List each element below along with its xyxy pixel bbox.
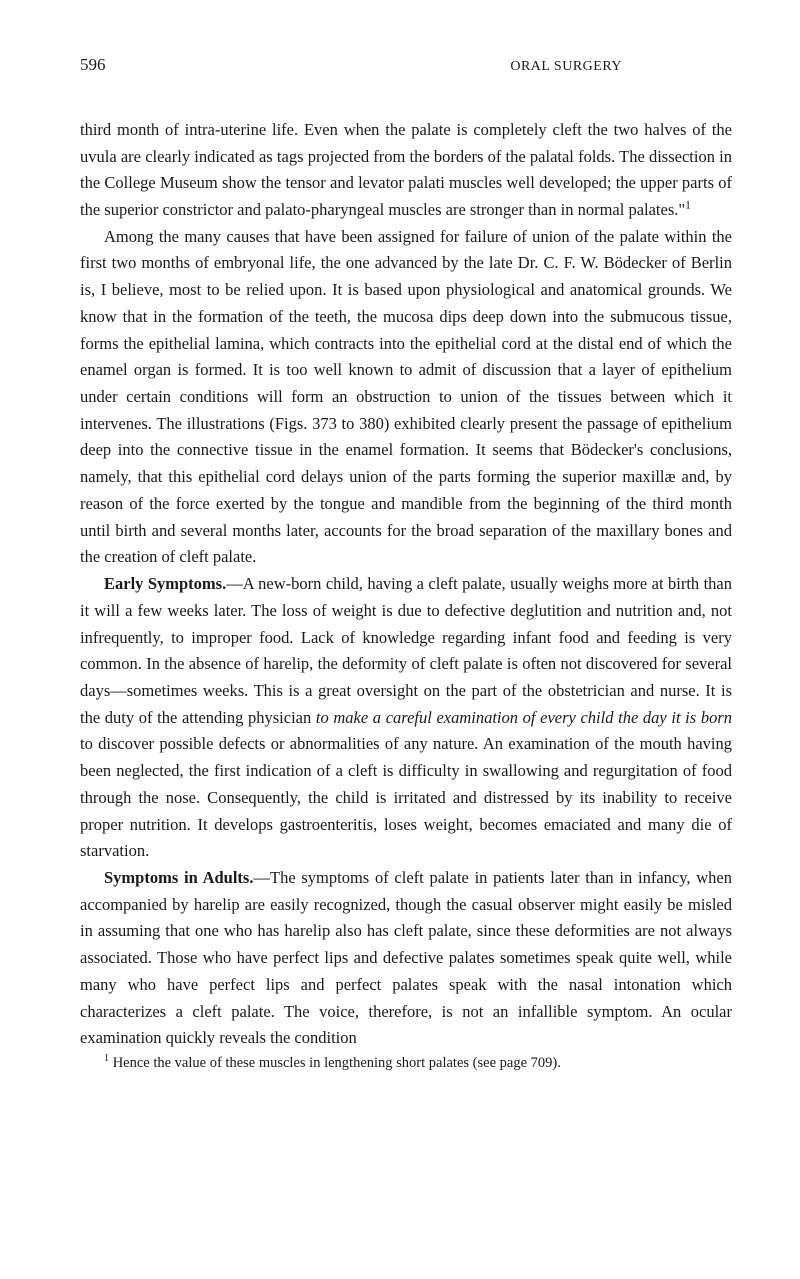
- paragraph-early-symptoms: Early Symptoms.—A new-born child, having…: [80, 571, 732, 865]
- footnote: 1 Hence the value of these muscles in le…: [80, 1052, 732, 1075]
- footnote-reference: 1: [685, 200, 691, 212]
- p3-italic: to make a careful examination of every c…: [316, 708, 732, 727]
- p4-text: —The symptoms of cleft palate in patient…: [80, 868, 732, 1047]
- page-number: 596: [80, 52, 106, 79]
- running-title: ORAL SURGERY: [510, 56, 622, 78]
- paragraph-continuation: third month of intra-uterine life. Even …: [80, 117, 732, 224]
- paragraph-symptoms-adults: Symptoms in Adults.—The symptoms of clef…: [80, 865, 732, 1052]
- page-header: 596 ORAL SURGERY: [80, 52, 732, 79]
- p3-text-after: to discover possible defects or abnormal…: [80, 734, 732, 860]
- body-content: third month of intra-uterine life. Even …: [80, 117, 732, 1076]
- section-label-early: Early Symptoms.: [104, 574, 226, 593]
- p2-text: Among the many causes that have been ass…: [80, 227, 732, 567]
- p1-text: third month of intra-uterine life. Even …: [80, 120, 732, 219]
- section-label-adults: Symptoms in Adults.: [104, 868, 253, 887]
- paragraph-2: Among the many causes that have been ass…: [80, 224, 732, 571]
- footnote-text: Hence the value of these muscles in leng…: [109, 1055, 561, 1071]
- p3-text-before: —A new-born child, having a cleft palate…: [80, 574, 732, 727]
